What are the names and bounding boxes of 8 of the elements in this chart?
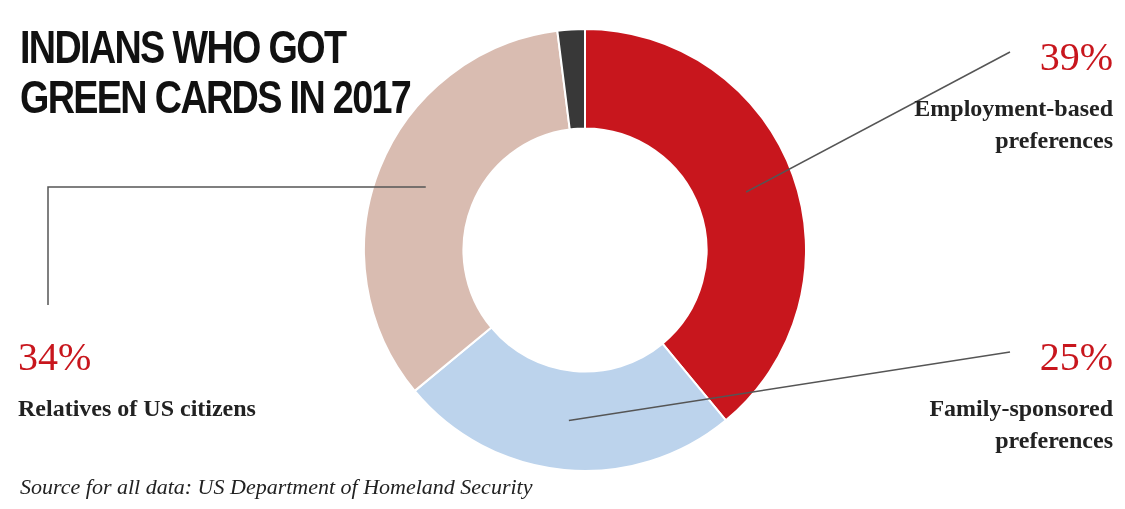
slice-label: Employment-based preferences	[914, 95, 1114, 153]
slice-label: Family-sponsored preferences	[929, 395, 1114, 453]
data-label: 39%	[1039, 34, 1113, 79]
data-label: 34%	[18, 334, 92, 379]
slice-label: Relatives of US citizens	[18, 395, 256, 421]
data-label: 25%	[1039, 334, 1113, 379]
source-note: Source for all data: US Department of Homeland Security	[20, 474, 533, 500]
chart-title: INDIANS WHO GOT GREEN CARDS IN 2017	[20, 21, 412, 123]
